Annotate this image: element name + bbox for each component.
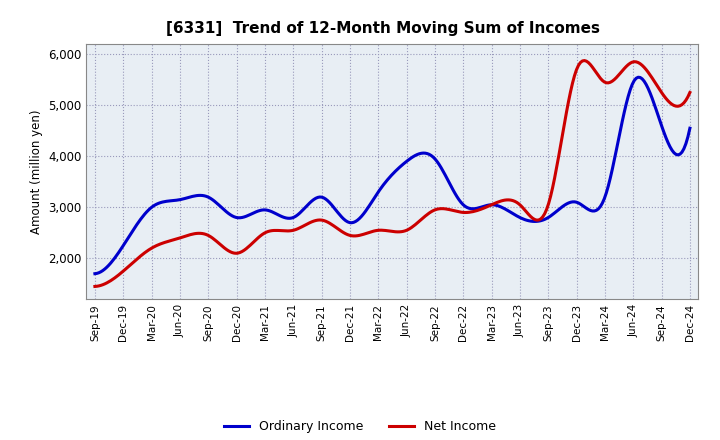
Net Income [685, 90, 694, 95]
Net Income [91, 284, 99, 289]
Net Income [632, 59, 641, 65]
Ordinary Income [592, 208, 600, 213]
Ordinary Income [91, 271, 99, 276]
Ordinary Income [443, 176, 451, 181]
Ordinary Income [634, 75, 642, 80]
Net Income [93, 284, 102, 289]
Net Income [594, 73, 603, 78]
Text: [6331]  Trend of 12-Month Moving Sum of Incomes: [6331] Trend of 12-Month Moving Sum of I… [166, 21, 600, 36]
Net Income [580, 58, 589, 63]
Line: Net Income: Net Income [95, 61, 690, 286]
Ordinary Income [455, 197, 464, 202]
Net Income [455, 209, 464, 214]
Net Income [445, 207, 454, 212]
Net Income [443, 206, 451, 212]
Ordinary Income [685, 125, 694, 131]
Line: Ordinary Income: Ordinary Income [95, 77, 690, 274]
Ordinary Income [445, 180, 454, 185]
Ordinary Income [630, 78, 639, 83]
Legend: Ordinary Income, Net Income: Ordinary Income, Net Income [220, 415, 500, 438]
Ordinary Income [93, 271, 102, 276]
Y-axis label: Amount (million yen): Amount (million yen) [30, 110, 42, 234]
